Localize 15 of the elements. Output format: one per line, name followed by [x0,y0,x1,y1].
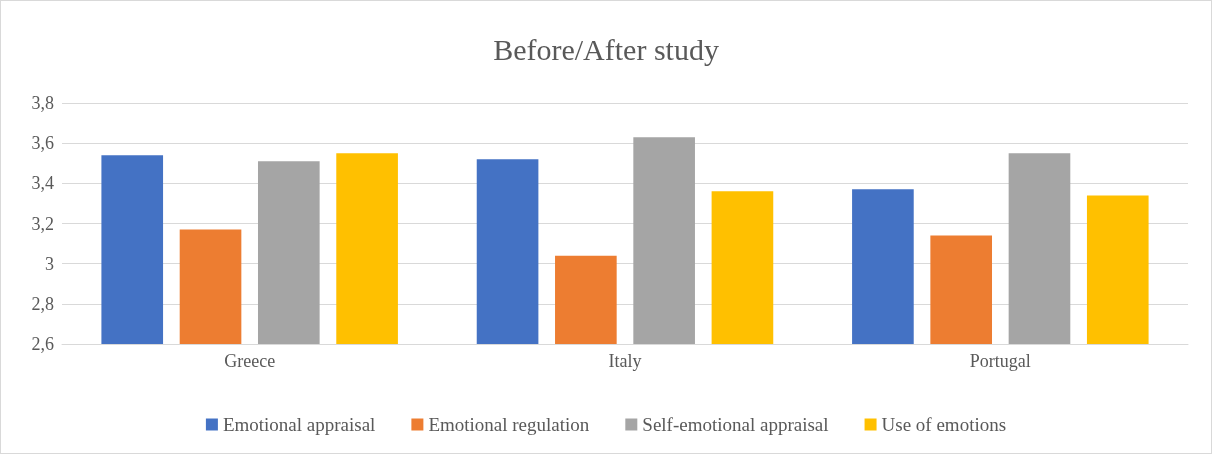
chart-title: Before/After study [493,32,719,66]
y-tick-label: 2,6 [31,334,54,354]
x-tick-label: Italy [608,351,642,371]
y-tick-label: 3,2 [31,213,54,234]
y-tick-label: 2,8 [31,293,54,314]
legend-label: Self-emotional appraisal [642,414,829,435]
y-tick-label: 3,8 [31,93,54,113]
y-tick-label: 3,6 [31,133,54,154]
y-tick-label: 3 [45,253,54,274]
x-tick-label: Greece [224,351,276,371]
y-tick-label: 3,4 [31,173,54,194]
legend-label: Emotional appraisal [222,414,376,435]
legend-label: Use of emotions [881,414,1007,435]
legend-label: Emotional regulation [428,414,590,435]
x-tick-label: Portugal [969,351,1031,371]
